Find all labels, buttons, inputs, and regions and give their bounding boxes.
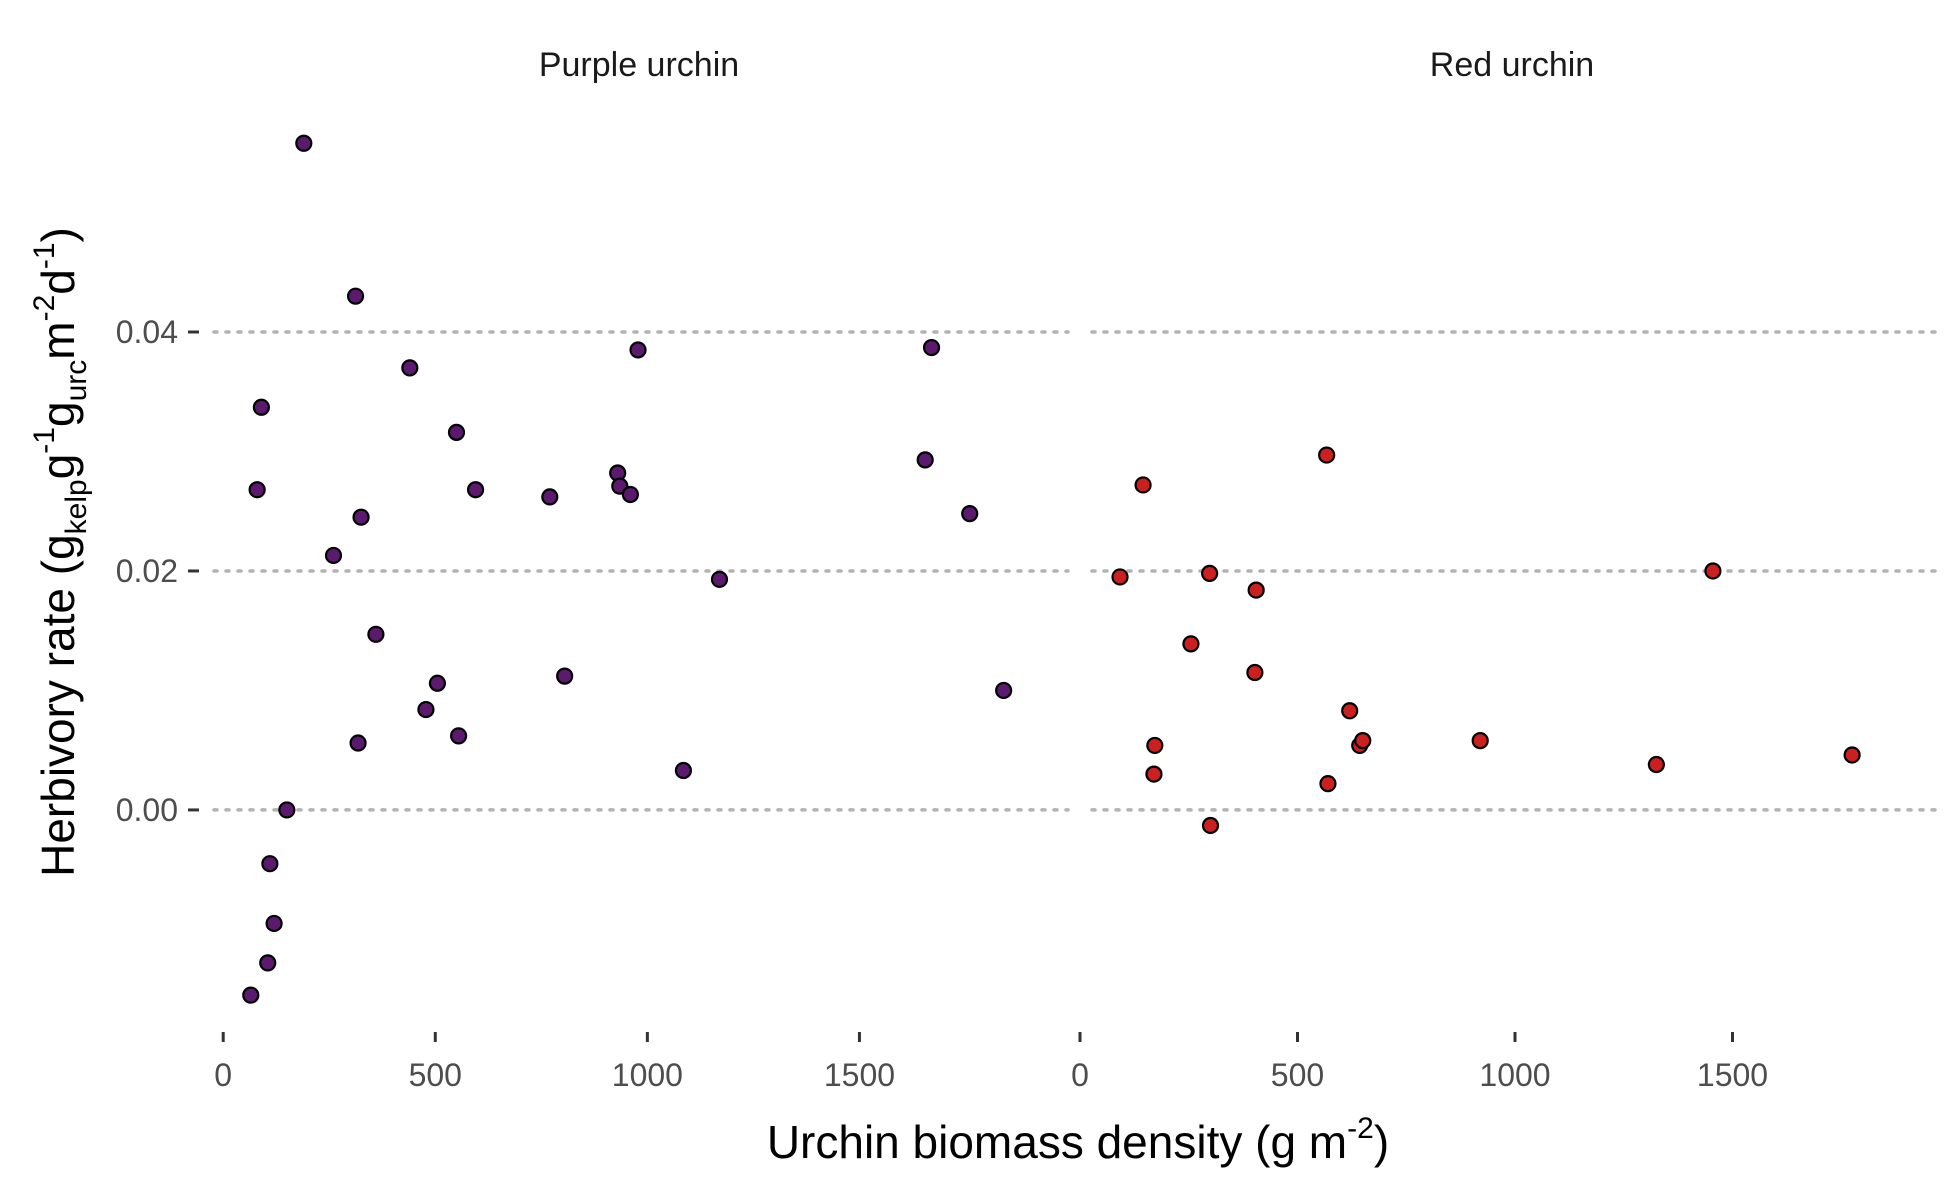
x-axis-ticks: 0 500 1000 1500 xyxy=(1071,1032,1768,1093)
data-points xyxy=(242,134,1013,1004)
x-tick-label: 0 xyxy=(1071,1057,1089,1093)
data-point xyxy=(1201,564,1219,582)
gridlines xyxy=(212,330,1070,812)
y-axis-title-main: Herbivory rate (g xyxy=(32,534,84,877)
data-point xyxy=(466,481,485,499)
data-point xyxy=(629,341,647,359)
x-tick-label: 500 xyxy=(409,1057,462,1093)
x-tick-label: 0 xyxy=(214,1057,232,1093)
data-point xyxy=(961,505,979,523)
y-axis-title-sup-2: -2 xyxy=(28,295,61,322)
panel-purple-urchin: Purple urchin 0 500 1000 1500 xyxy=(212,46,1070,1093)
y-axis-title-sub-kelp: kelp xyxy=(60,479,93,534)
panel-red-urchin: Red urchin 0 500 1000 1500 xyxy=(1071,46,1940,1093)
data-points xyxy=(1111,446,1861,835)
data-point xyxy=(1134,476,1152,494)
data-point xyxy=(922,338,941,357)
data-point xyxy=(674,761,693,780)
data-point xyxy=(1318,446,1336,464)
data-point xyxy=(1471,732,1489,750)
x-axis-title-sup: -2 xyxy=(1347,1112,1374,1145)
x-tick-label: 500 xyxy=(1271,1057,1324,1093)
data-point xyxy=(1146,736,1164,755)
data-point xyxy=(1843,746,1861,764)
y-axis-title-close: ) xyxy=(32,227,84,242)
y-axis-title-g: g xyxy=(32,454,84,480)
data-point xyxy=(1182,635,1200,653)
y-axis-title-m: m xyxy=(32,321,84,359)
data-point xyxy=(346,287,365,305)
y-axis-title-sup-3: -1 xyxy=(28,242,61,269)
data-point xyxy=(265,914,283,933)
x-tick-label: 1500 xyxy=(824,1057,895,1093)
data-point xyxy=(352,508,370,526)
data-point xyxy=(295,134,313,152)
y-tick-label: 0.00 xyxy=(116,792,178,828)
y-tick-label: 0.02 xyxy=(116,553,178,589)
data-point xyxy=(417,700,435,719)
y-axis-title-sub-urc: urc xyxy=(60,360,93,402)
data-point xyxy=(1354,732,1372,750)
data-point xyxy=(556,667,574,685)
data-point xyxy=(1704,562,1722,580)
data-point xyxy=(995,681,1013,700)
y-axis-title-g2: g xyxy=(32,401,84,427)
data-point xyxy=(428,674,447,692)
data-point xyxy=(1341,702,1359,720)
facet-title-red-urchin: Red urchin xyxy=(1430,46,1594,84)
data-point xyxy=(324,546,343,565)
data-point xyxy=(252,398,270,416)
x-tick-label: 1000 xyxy=(1479,1057,1550,1093)
data-point xyxy=(1246,663,1264,682)
x-tick-label: 1000 xyxy=(612,1057,683,1093)
x-axis-title-main: Urchin biomass density (g m xyxy=(767,1116,1347,1168)
data-point xyxy=(1319,775,1337,793)
data-point xyxy=(248,481,266,499)
data-point xyxy=(242,986,260,1004)
y-axis: 0.00 0.02 0.04 xyxy=(116,314,199,828)
data-point xyxy=(1247,581,1265,599)
x-axis-title: Urchin biomass density (g m-2) xyxy=(767,1112,1389,1168)
facet-title-purple-urchin: Purple urchin xyxy=(539,46,739,84)
x-axis-ticks: 0 500 1000 1500 xyxy=(214,1032,895,1093)
data-point xyxy=(541,488,559,506)
gridlines xyxy=(1090,330,1940,812)
data-point xyxy=(259,954,277,972)
x-tick-label: 1500 xyxy=(1697,1057,1768,1093)
y-tick-label: 0.04 xyxy=(116,314,178,350)
data-point xyxy=(261,855,279,873)
data-point xyxy=(916,451,934,469)
x-axis-title-close: ) xyxy=(1374,1116,1389,1168)
data-point xyxy=(1647,755,1665,774)
data-point xyxy=(621,485,639,504)
data-point xyxy=(401,359,419,377)
data-point xyxy=(1201,816,1220,835)
data-point xyxy=(1145,765,1163,783)
data-point xyxy=(367,625,385,643)
data-point xyxy=(710,570,729,588)
y-axis-title-d: d xyxy=(32,269,84,295)
data-point xyxy=(278,801,296,819)
data-point xyxy=(447,423,466,441)
y-axis-title: Herbivory rate (gkelpg-1gurcm-2d-1) xyxy=(28,227,93,877)
y-axis-title-sup-1: -1 xyxy=(28,427,61,454)
data-point xyxy=(1111,568,1129,586)
data-point xyxy=(450,727,468,745)
data-point xyxy=(349,734,367,752)
